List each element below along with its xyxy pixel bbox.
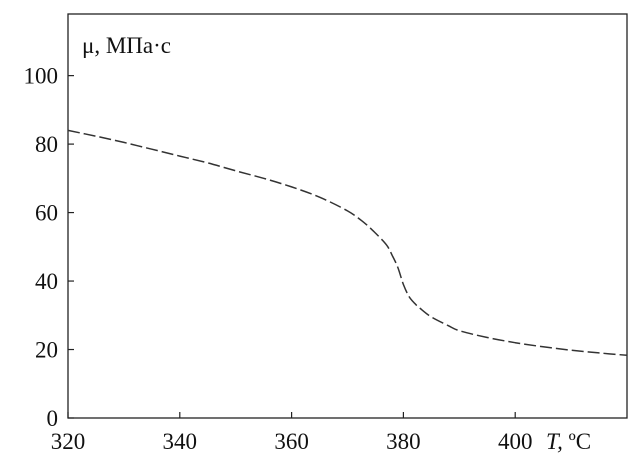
x-tick-label: 320 (51, 429, 86, 454)
y-tick-label: 80 (35, 132, 58, 157)
tick-labels: 320 340 360 380 400 0 20 40 60 80 100 (24, 64, 533, 454)
y-tick-label: 40 (35, 269, 58, 294)
y-axis-label: μ, МПа·с (82, 33, 171, 58)
plot-frame (67, 13, 628, 419)
series-line (67, 129, 628, 357)
y-tick-label: 20 (35, 338, 58, 363)
y-tick-label: 0 (47, 406, 59, 431)
axis-ticks (67, 75, 516, 419)
y-tick-label: 60 (35, 201, 58, 226)
x-tick-label: 360 (274, 429, 309, 454)
x-tick-label: 400 (498, 429, 533, 454)
x-axis-unit: ºC (563, 429, 591, 454)
x-axis-label: T, ºC (546, 429, 591, 454)
x-tick-label: 380 (386, 429, 421, 454)
y-tick-label: 100 (24, 64, 59, 89)
x-tick-label: 340 (163, 429, 198, 454)
x-axis-variable: T, (546, 429, 563, 454)
